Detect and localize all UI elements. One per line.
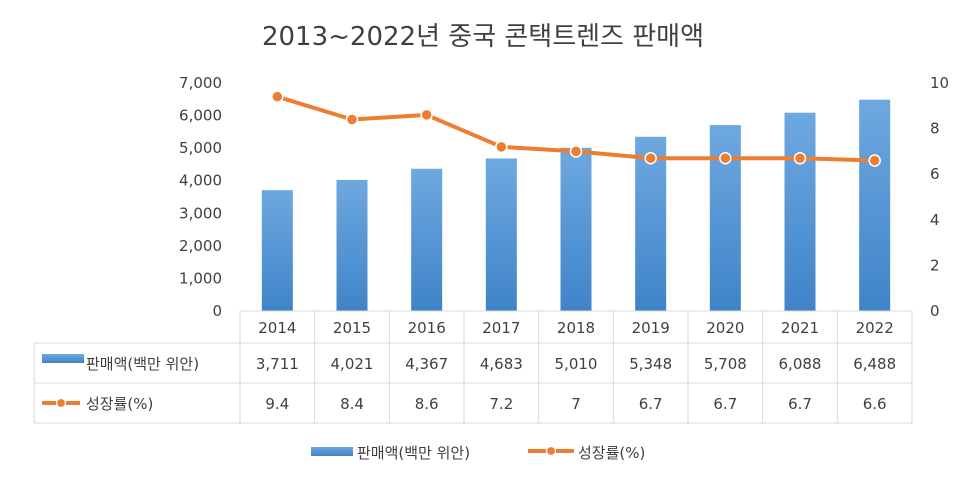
x-tick-label: 2018 bbox=[557, 319, 595, 337]
y-left-tick-label: 7,000 bbox=[179, 74, 222, 92]
x-tick-label: 2020 bbox=[706, 319, 744, 337]
legend-label-sales: 판매액(백만 위안) bbox=[357, 444, 470, 462]
table-cell-growth: 6.6 bbox=[863, 395, 887, 413]
growth-point-2016 bbox=[420, 108, 433, 122]
table-cell-growth: 6.7 bbox=[713, 395, 737, 413]
growth-point-2018 bbox=[569, 145, 583, 158]
table-cell-growth: 9.4 bbox=[265, 395, 289, 413]
y-left-tick-label: 5,000 bbox=[179, 139, 222, 157]
bar-2019 bbox=[635, 136, 667, 311]
bar-2018 bbox=[560, 147, 592, 311]
table-row-label-growth: 성장률(%) bbox=[86, 395, 153, 413]
x-tick-label: 2014 bbox=[258, 319, 296, 337]
growth-point-2019 bbox=[644, 151, 657, 165]
y-right-tick-label: 8 bbox=[930, 120, 940, 138]
y-left-tick-label: 4,000 bbox=[179, 172, 222, 190]
table-cell-growth: 7.2 bbox=[489, 395, 513, 413]
growth-point-2020 bbox=[719, 151, 732, 165]
legend-key-bars bbox=[311, 447, 353, 456]
growth-point-2017 bbox=[495, 140, 508, 154]
x-tick-label: 2016 bbox=[408, 319, 446, 337]
y-left-tick-label: 3,000 bbox=[179, 204, 222, 222]
table-key-marker bbox=[55, 397, 67, 409]
y-right-tick-label: 10 bbox=[930, 74, 949, 92]
table-cell-sales: 4,683 bbox=[480, 355, 523, 373]
table-cell-sales: 5,348 bbox=[629, 355, 672, 373]
table-key-bars bbox=[42, 354, 84, 363]
table-row-label-sales: 판매액(백만 위안) bbox=[86, 355, 199, 373]
bar-2015 bbox=[336, 180, 368, 311]
table-cell-growth: 6.7 bbox=[788, 395, 812, 413]
bar-2017 bbox=[485, 158, 517, 311]
x-tick-label: 2022 bbox=[856, 319, 894, 337]
legend-key-marker bbox=[545, 445, 557, 457]
y-left-tick-label: 2,000 bbox=[179, 237, 222, 255]
y-right-tick-label: 2 bbox=[930, 256, 940, 274]
table-cell-growth: 8.4 bbox=[340, 395, 364, 413]
y-left-tick-label: 6,000 bbox=[179, 107, 222, 125]
y-left-tick-label: 0 bbox=[212, 302, 222, 320]
bar-2014 bbox=[261, 190, 293, 311]
y-right-tick-label: 4 bbox=[930, 211, 940, 229]
table-cell-sales: 6,488 bbox=[853, 355, 896, 373]
legend-label-growth: 성장률(%) bbox=[578, 444, 645, 462]
growth-point-2022 bbox=[868, 154, 881, 167]
x-tick-label: 2019 bbox=[632, 319, 670, 337]
bar-2022 bbox=[859, 99, 891, 311]
table-cell-sales: 3,711 bbox=[256, 355, 299, 373]
table-cell-sales: 4,021 bbox=[331, 355, 374, 373]
x-tick-label: 2015 bbox=[333, 319, 371, 337]
table-cell-sales: 5,708 bbox=[704, 355, 747, 373]
chart-title: 2013~2022년 중국 콘택트렌즈 판매액 bbox=[261, 22, 705, 52]
table-cell-sales: 4,367 bbox=[405, 355, 448, 373]
table-cell-growth: 8.6 bbox=[415, 395, 439, 413]
y-left-tick-label: 1,000 bbox=[179, 269, 222, 287]
table-cell-growth: 6.7 bbox=[639, 395, 663, 413]
growth-point-2021 bbox=[793, 151, 807, 165]
table-cell-growth: 7 bbox=[571, 395, 581, 413]
y-right-tick-label: 6 bbox=[930, 165, 940, 183]
x-tick-label: 2017 bbox=[482, 319, 520, 337]
bar-2021 bbox=[784, 112, 816, 311]
x-tick-label: 2021 bbox=[781, 319, 819, 337]
y-right-tick-label: 0 bbox=[930, 302, 940, 320]
table-cell-sales: 5,010 bbox=[555, 355, 598, 373]
growth-point-2014 bbox=[271, 90, 284, 103]
table-cell-sales: 6,088 bbox=[779, 355, 822, 373]
bar-2016 bbox=[411, 168, 443, 311]
growth-point-2015 bbox=[345, 113, 359, 126]
